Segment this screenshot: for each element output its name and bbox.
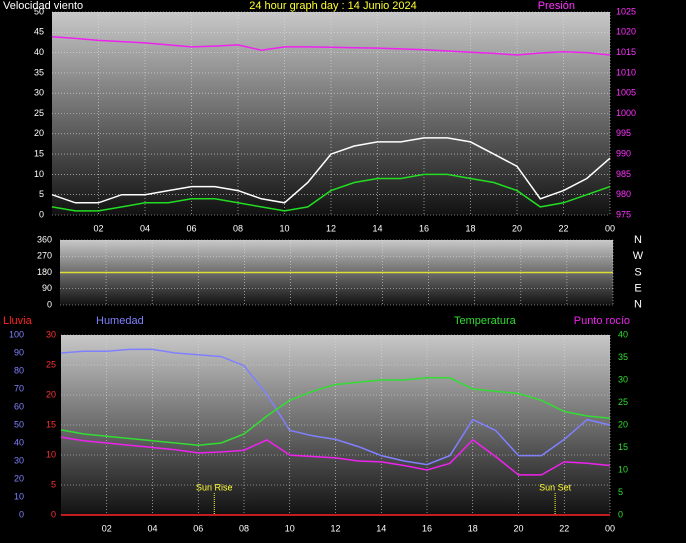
y-tick-label: 180	[37, 267, 52, 277]
y-tick-label: 1010	[616, 67, 636, 77]
wind-label: Velocidad viento	[3, 0, 83, 12]
y-tick-label: 10	[14, 491, 24, 501]
y-tick-label: 30	[618, 374, 628, 384]
y-tick-label: 10	[618, 464, 628, 474]
series-line	[51, 137, 611, 204]
y-tick-label: 70	[14, 383, 24, 393]
series-label: Temperatura	[454, 315, 517, 327]
chart-title: 24 hour graph day : 14 Junio 2024	[249, 0, 417, 12]
y-tick-label: 20	[34, 128, 44, 138]
y-tick-label: 50	[34, 6, 44, 16]
compass-label: N	[634, 234, 642, 246]
y-tick-label: 40	[34, 47, 44, 57]
y-tick-label: 1005	[616, 88, 636, 98]
y-tick-label: 995	[616, 128, 631, 138]
x-tick-label: 08	[233, 223, 243, 233]
series-label: Humedad	[96, 315, 144, 327]
y-tick-label: 35	[618, 352, 628, 362]
x-tick-label: 20	[513, 523, 523, 533]
y-tick-label: 15	[46, 419, 56, 429]
x-tick-label: 18	[465, 223, 475, 233]
y-tick-label: 5	[39, 189, 44, 199]
x-tick-label: 10	[279, 223, 289, 233]
y-tick-label: 0	[47, 299, 52, 309]
x-tick-label: 22	[558, 223, 568, 233]
y-tick-label: 10	[46, 449, 56, 459]
x-tick-label: 14	[376, 523, 386, 533]
y-tick-label: 80	[14, 365, 24, 375]
y-tick-label: 0	[618, 509, 623, 519]
y-tick-label: 40	[14, 437, 24, 447]
series-line	[51, 173, 611, 212]
x-tick-label: 12	[330, 523, 340, 533]
y-tick-label: 985	[616, 169, 631, 179]
series-label: Punto rocío	[574, 315, 630, 327]
y-tick-label: 45	[34, 27, 44, 37]
y-tick-label: 100	[9, 329, 24, 339]
x-tick-label: 10	[285, 523, 295, 533]
x-tick-label: 00	[605, 523, 615, 533]
x-tick-label: 00	[605, 223, 615, 233]
y-tick-label: 975	[616, 209, 631, 219]
x-tick-label: 06	[186, 223, 196, 233]
x-tick-label: 12	[326, 223, 336, 233]
y-tick-label: 15	[34, 148, 44, 158]
y-tick-label: 0	[19, 509, 24, 519]
annotation: Sun Set	[539, 482, 572, 492]
y-tick-label: 1000	[616, 108, 636, 118]
x-tick-label: 04	[140, 223, 150, 233]
y-tick-label: 50	[14, 419, 24, 429]
y-tick-label: 90	[14, 347, 24, 357]
x-tick-label: 16	[419, 223, 429, 233]
compass-label: W	[633, 250, 644, 262]
series-label: Lluvia	[3, 315, 33, 327]
x-tick-label: 02	[93, 223, 103, 233]
y-tick-label: 270	[37, 251, 52, 261]
y-tick-label: 90	[42, 283, 52, 293]
x-tick-label: 06	[193, 523, 203, 533]
y-tick-label: 0	[51, 509, 56, 519]
y-tick-label: 1020	[616, 27, 636, 37]
compass-label: S	[634, 266, 641, 278]
x-tick-label: 18	[468, 523, 478, 533]
compass-label: N	[634, 299, 642, 311]
y-tick-label: 60	[14, 401, 24, 411]
x-tick-label: 22	[559, 523, 569, 533]
y-tick-label: 25	[618, 397, 628, 407]
y-tick-label: 20	[14, 473, 24, 483]
pressure-label: Presión	[538, 0, 575, 12]
y-tick-label: 1025	[616, 6, 636, 16]
y-tick-label: 5	[618, 487, 623, 497]
y-tick-label: 25	[34, 108, 44, 118]
y-tick-label: 40	[618, 329, 628, 339]
x-tick-label: 16	[422, 523, 432, 533]
y-tick-label: 1015	[616, 47, 636, 57]
y-tick-label: 360	[37, 234, 52, 244]
x-tick-label: 20	[512, 223, 522, 233]
series-line	[51, 36, 611, 56]
y-tick-label: 35	[34, 67, 44, 77]
y-tick-label: 990	[616, 148, 631, 158]
y-tick-label: 0	[39, 209, 44, 219]
series-line	[60, 348, 611, 466]
series-line	[60, 377, 611, 447]
annotation: Sun Rise	[196, 482, 233, 492]
compass-label: E	[634, 283, 641, 295]
y-tick-label: 5	[51, 479, 56, 489]
y-tick-label: 20	[46, 389, 56, 399]
y-tick-label: 980	[616, 189, 631, 199]
y-tick-label: 30	[14, 455, 24, 465]
series-line	[60, 436, 611, 476]
y-tick-label: 15	[618, 442, 628, 452]
x-tick-label: 02	[102, 523, 112, 533]
y-tick-label: 30	[34, 88, 44, 98]
y-tick-label: 30	[46, 329, 56, 339]
x-tick-label: 14	[372, 223, 382, 233]
x-tick-label: 04	[147, 523, 157, 533]
y-tick-label: 20	[618, 419, 628, 429]
y-tick-label: 25	[46, 359, 56, 369]
y-tick-label: 10	[34, 169, 44, 179]
x-tick-label: 08	[239, 523, 249, 533]
